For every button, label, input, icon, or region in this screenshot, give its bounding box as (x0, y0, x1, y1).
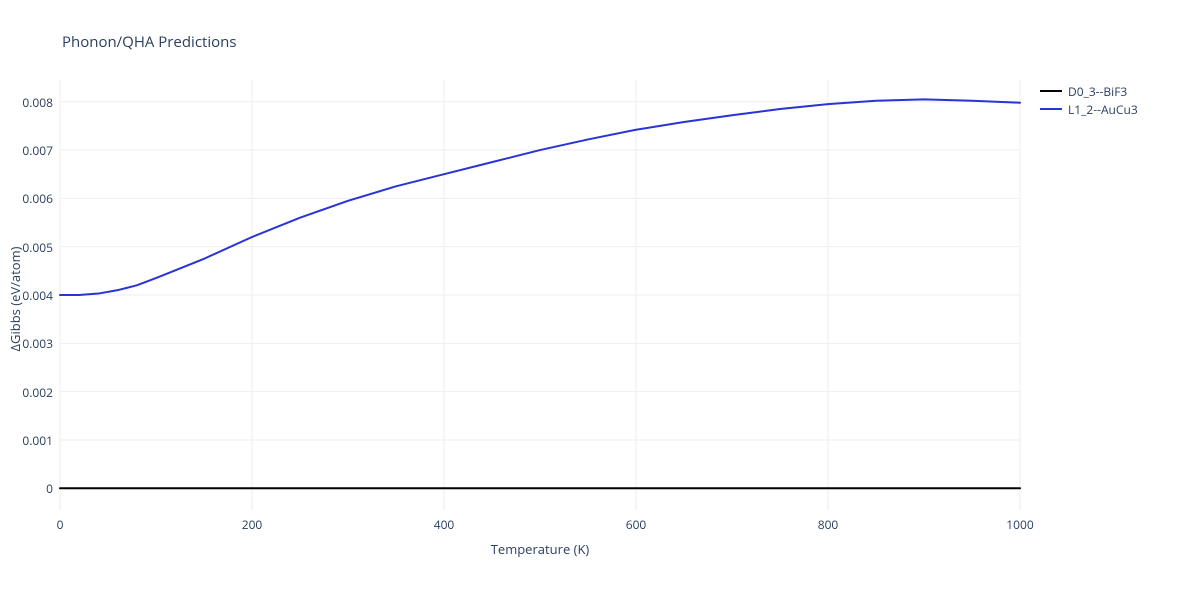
chart-plot[interactable] (0, 0, 1200, 600)
x-tick-label: 200 (222, 516, 282, 533)
x-tick-label: 600 (606, 516, 666, 533)
x-tick-label: 1000 (990, 516, 1050, 533)
y-tick-label: 0.001 (5, 432, 53, 449)
y-tick-label: 0.003 (5, 335, 53, 352)
y-tick-label: 0.008 (5, 94, 53, 111)
y-tick-label: 0.005 (5, 239, 53, 256)
y-tick-label: 0.004 (5, 287, 53, 304)
x-tick-label: 800 (798, 516, 858, 533)
y-tick-label: 0 (5, 480, 53, 497)
y-tick-label: 0.002 (5, 384, 53, 401)
x-axis-label: Temperature (K) (0, 540, 1080, 558)
y-tick-label: 0.006 (5, 190, 53, 207)
x-tick-label: 0 (30, 516, 90, 533)
y-tick-label: 0.007 (5, 142, 53, 159)
x-tick-label: 400 (414, 516, 474, 533)
